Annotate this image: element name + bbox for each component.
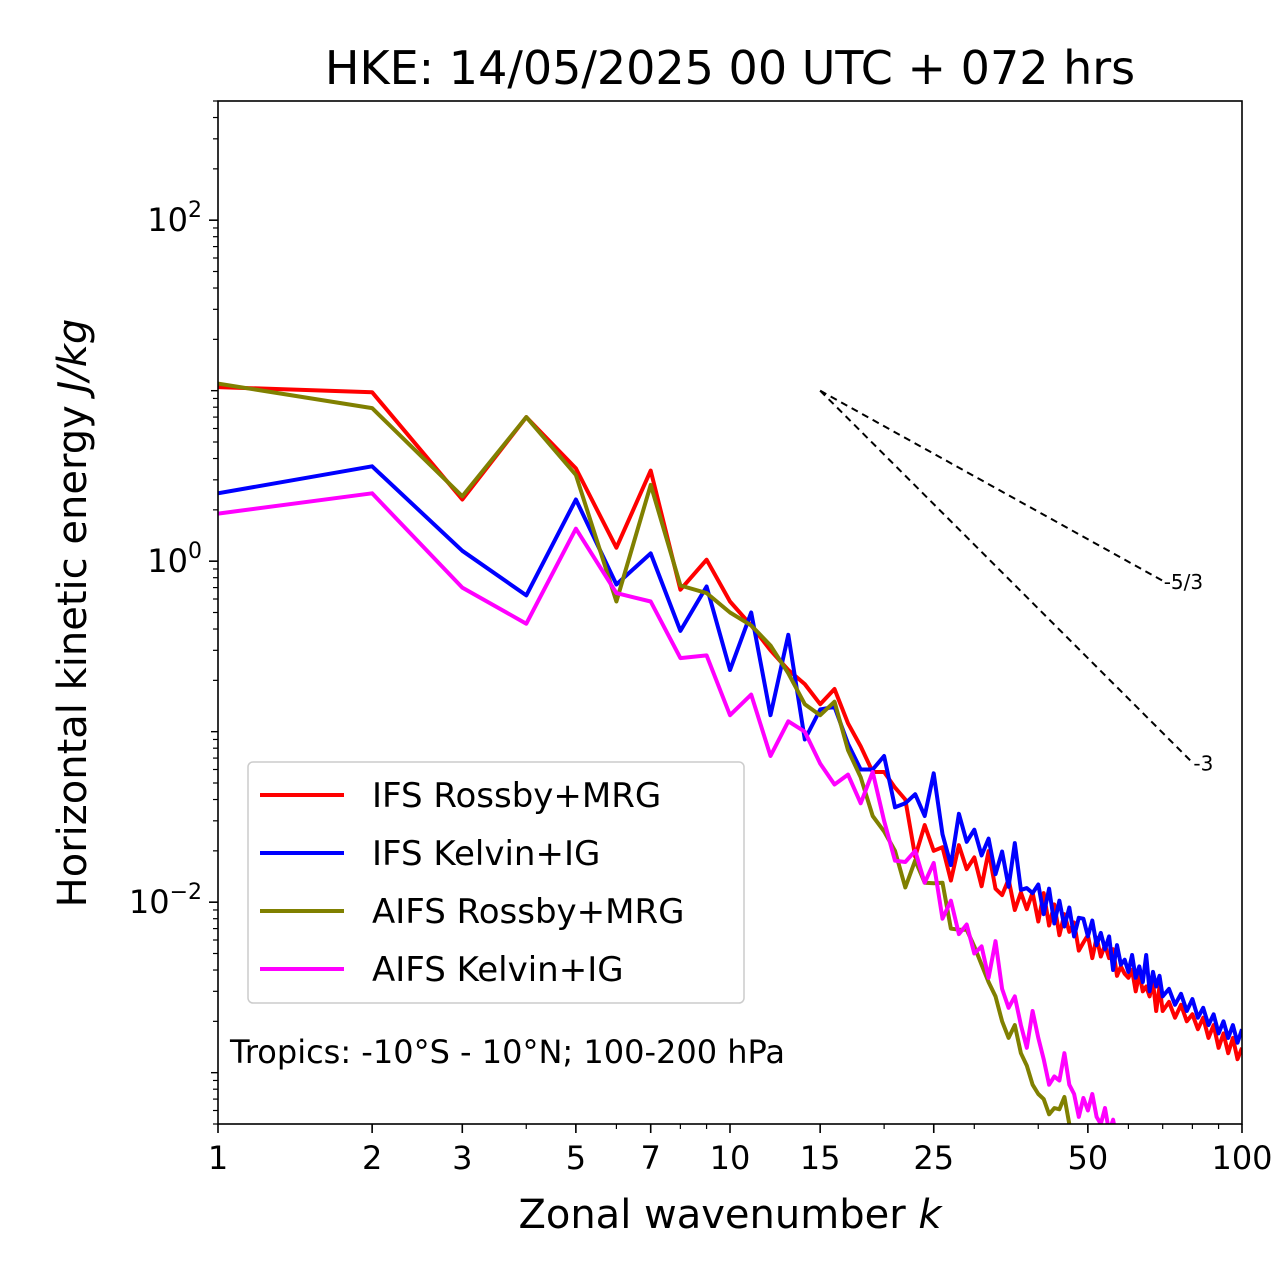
legend-label-aifs-kelvin-ig: AIFS Kelvin+IG [372,950,624,990]
slope-label-2: -3 [1193,752,1213,776]
slope-line-1 [819,389,1164,582]
y-axis-label-unit: J/kg [50,319,96,400]
slope-line-2 [819,389,1194,764]
legend-box [247,761,745,1004]
y-axis-ticks: 102 100 10−2 [129,100,218,1125]
x-tick-label: 25 [913,1139,954,1177]
x-tick-label: 50 [1068,1139,1109,1177]
x-axis-label-var: k [918,1192,943,1238]
chart-title: HKE: 14/05/2025 00 UTC + 072 hrs [325,41,1135,95]
series-layer [218,381,1242,1124]
slope-reference-lines: -5/3 -3 [819,389,1213,776]
x-tick-label: 15 [800,1139,841,1177]
series-line-aifs-rossby-mrg [218,381,1072,1124]
x-tick-label: 100 [1211,1139,1272,1177]
slope-label-1: -5/3 [1164,570,1203,594]
y-tick-label: 102 [147,198,202,239]
x-tick-label: 3 [452,1139,472,1177]
series-line-aifs-kelvin-ig [218,491,1116,1124]
y-axis-label-text: Horizontal kinetic energy [50,405,96,907]
legend-label-aifs-rossby-mrg: AIFS Rossby+MRG [372,892,684,932]
x-axis-label: Zonal wavenumber k [518,1192,943,1238]
x-axis-label-text: Zonal wavenumber [518,1192,906,1238]
y-tick-label: 10−2 [129,880,202,921]
legend-label-ifs-rossby-mrg: IFS Rossby+MRG [372,776,661,816]
x-tick-label: 2 [362,1139,382,1177]
x-tick-label: 5 [566,1139,586,1177]
legend-label-ifs-kelvin-ig: IFS Kelvin+IG [372,834,600,874]
region-annotation: Tropics: -10°S - 10°N; 100-200 hPa [229,1033,785,1071]
x-tick-label: 1 [208,1139,228,1177]
series-line-ifs-rossby-mrg [218,385,1242,1062]
series-line-ifs-kelvin-ig [218,464,1242,1045]
y-axis-label: Horizontal kinetic energy J/kg [50,319,96,908]
x-tick-label: 10 [710,1139,751,1177]
x-tick-label: 7 [641,1139,661,1177]
x-axis-ticks: 1 2 3 5 7 10 15 25 50 100 [208,1124,1273,1177]
legend: IFS Rossby+MRG IFS Kelvin+IG AIFS Rossby+M… [247,761,745,1004]
y-tick-label: 100 [147,539,202,580]
